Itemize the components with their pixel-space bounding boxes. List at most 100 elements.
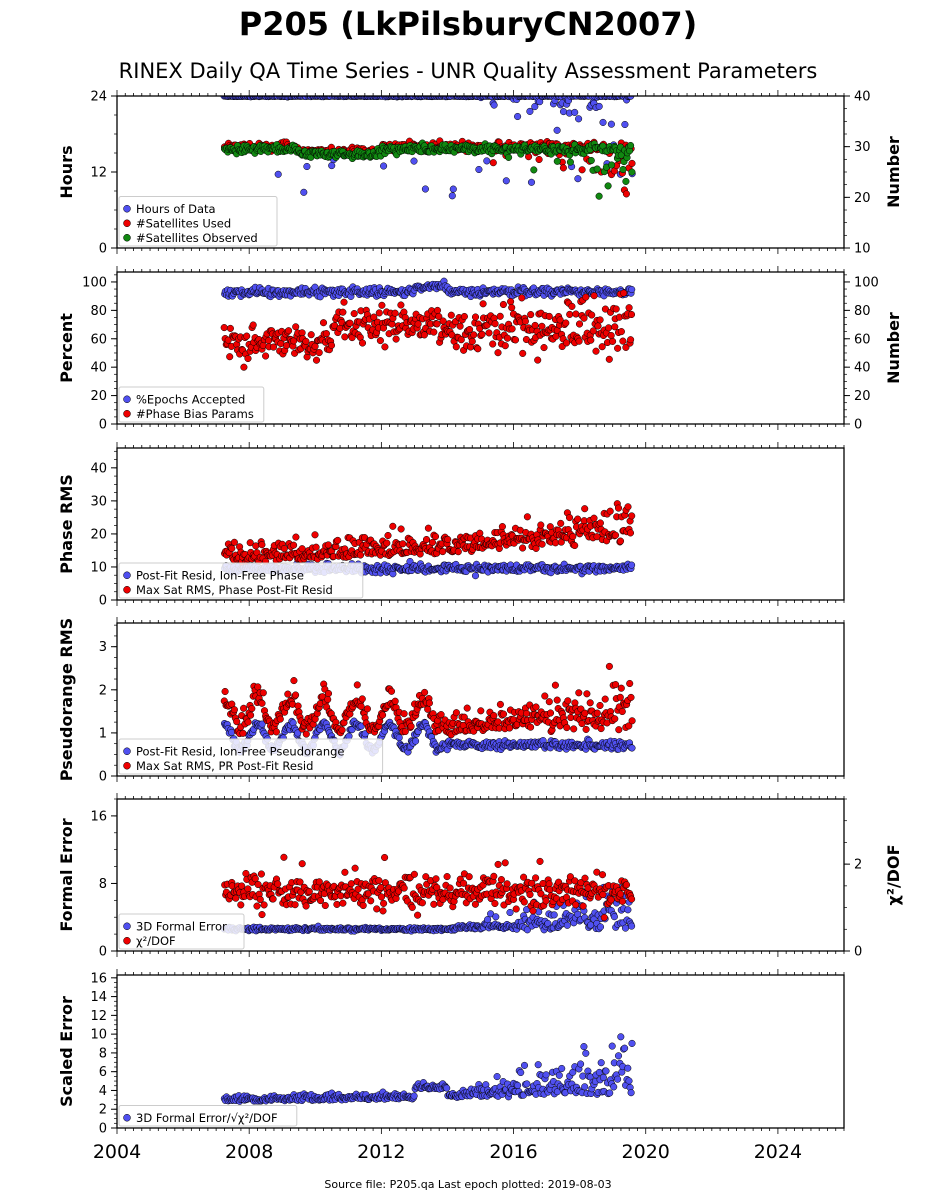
data-point — [611, 715, 619, 723]
data-point — [494, 349, 502, 357]
y-tick-label: 40 — [90, 361, 107, 376]
data-point — [523, 1080, 531, 1088]
data-point — [616, 537, 625, 545]
data-point — [518, 294, 526, 302]
data-point — [628, 922, 636, 930]
data-point — [583, 690, 591, 698]
data-point — [376, 337, 384, 345]
data-point — [614, 504, 623, 512]
data-point — [269, 343, 278, 351]
data-point — [628, 561, 636, 569]
data-point — [457, 336, 465, 344]
y-right-tick-label: 100 — [854, 275, 879, 290]
data-point — [312, 543, 320, 551]
data-point — [521, 317, 529, 325]
data-point — [493, 1073, 501, 1081]
data-point — [363, 705, 371, 713]
data-point — [378, 301, 386, 309]
data-point — [628, 168, 636, 176]
data-point — [292, 691, 300, 699]
data-point — [392, 335, 400, 343]
y-tick-label: 3 — [99, 640, 107, 655]
data-point — [587, 156, 595, 165]
data-point — [578, 166, 586, 174]
data-point — [609, 337, 617, 345]
y-tick-label: 8 — [99, 877, 107, 892]
data-point — [399, 540, 407, 548]
data-point — [430, 328, 438, 336]
data-point — [259, 341, 267, 350]
data-point — [339, 308, 347, 316]
y-axis-label: Formal Error — [57, 818, 76, 931]
data-point — [298, 860, 306, 868]
y-right-tick-label: 2 — [854, 858, 862, 873]
data-point — [562, 339, 571, 347]
data-point — [593, 165, 601, 173]
data-point — [410, 1092, 418, 1100]
data-point — [496, 700, 504, 708]
data-point — [302, 902, 310, 910]
legend-marker — [123, 747, 131, 755]
data-point — [258, 699, 266, 707]
data-point — [249, 321, 257, 329]
data-point — [587, 336, 595, 344]
data-point — [258, 720, 266, 728]
data-point — [581, 1083, 589, 1091]
data-point — [276, 715, 284, 723]
data-point — [626, 529, 635, 537]
data-point — [506, 908, 514, 917]
data-point — [628, 159, 636, 167]
data-point — [422, 535, 431, 544]
data-point — [452, 343, 460, 351]
data-point — [452, 709, 460, 717]
legend-box — [118, 738, 384, 775]
data-point — [508, 304, 516, 312]
data-point — [566, 310, 574, 318]
data-point — [322, 330, 330, 338]
data-point — [627, 693, 635, 701]
y-tick-label: 0 — [99, 770, 107, 785]
legend-entry: 3D Formal Error/√χ²/DOF — [136, 1111, 278, 1125]
data-point — [337, 892, 345, 900]
data-point — [595, 192, 603, 200]
data-point — [628, 895, 636, 903]
data-point — [375, 309, 383, 317]
data-point — [505, 153, 513, 161]
data-point — [348, 726, 356, 734]
data-point — [607, 331, 615, 340]
data-point — [577, 1060, 585, 1068]
data-point — [614, 1075, 622, 1083]
data-point — [475, 165, 483, 174]
data-point — [622, 343, 630, 351]
data-point — [595, 102, 603, 110]
data-point — [384, 531, 392, 540]
data-point — [501, 342, 509, 350]
y-right-tick-label: 40 — [854, 361, 871, 376]
data-point — [379, 907, 387, 915]
data-point — [503, 880, 511, 888]
data-point — [359, 901, 367, 910]
source-note: Source file: P205.qa Last epoch plotted:… — [324, 1178, 611, 1191]
data-point — [616, 890, 624, 898]
data-point — [508, 325, 516, 333]
y-tick-label: 8 — [99, 1046, 107, 1061]
y-tick-label: 100 — [82, 275, 107, 290]
y-tick-label: 14 — [90, 990, 107, 1005]
y-right-tick-label: 0 — [854, 418, 862, 433]
legend-marker — [123, 1114, 131, 1122]
legend-marker — [123, 395, 131, 403]
data-point — [414, 911, 422, 919]
data-point — [428, 538, 437, 546]
y-right-tick-label: 20 — [854, 389, 871, 404]
data-point — [592, 347, 600, 355]
data-point — [535, 155, 543, 164]
data-point — [541, 692, 549, 700]
data-point — [239, 729, 247, 737]
y-right-axis-label: Number — [884, 312, 903, 384]
data-point — [553, 696, 561, 704]
data-point — [569, 532, 577, 541]
data-point — [618, 707, 626, 716]
legend-marker — [123, 410, 131, 418]
data-point — [350, 310, 358, 318]
data-point — [628, 717, 636, 725]
